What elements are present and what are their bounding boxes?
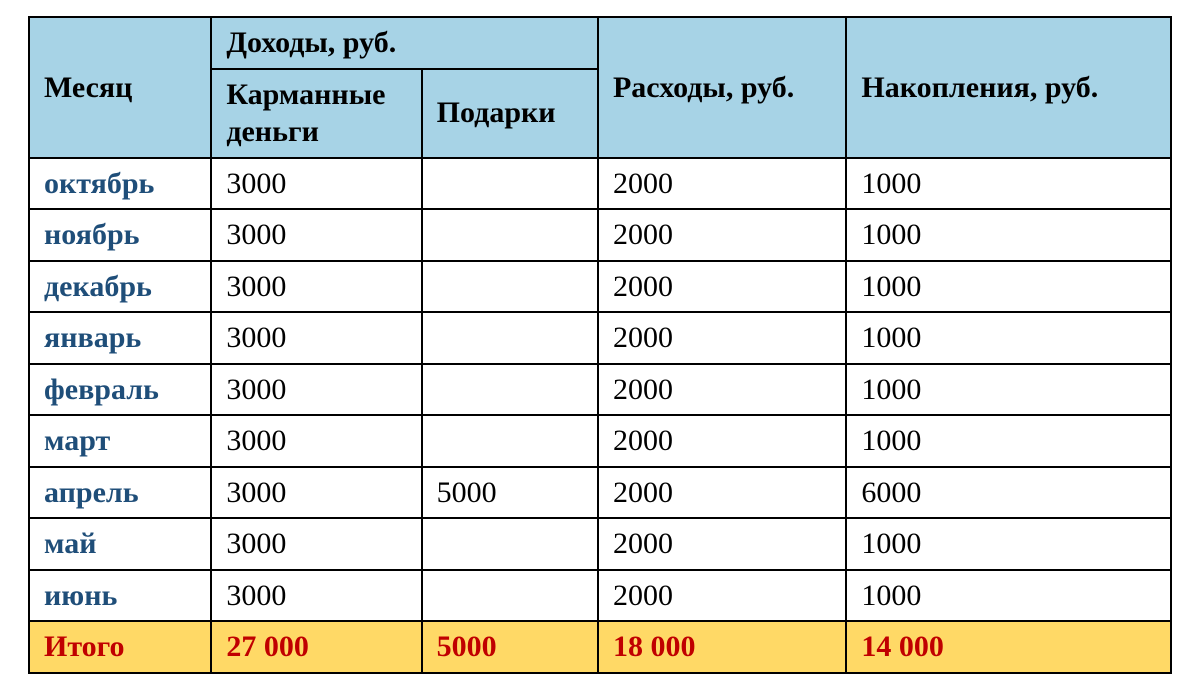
col-income-group: Доходы, руб. <box>211 17 598 69</box>
cell-month: февраль <box>29 364 211 416</box>
cell-gifts <box>422 415 598 467</box>
cell-expenses: 2000 <box>598 467 846 519</box>
cell-month: ноябрь <box>29 209 211 261</box>
cell-month: январь <box>29 312 211 364</box>
table-body: октябрь 3000 2000 1000 ноябрь 3000 2000 … <box>29 158 1171 673</box>
cell-month: май <box>29 518 211 570</box>
cell-savings: 1000 <box>846 158 1171 210</box>
cell-savings: 1000 <box>846 209 1171 261</box>
cell-savings: 1000 <box>846 570 1171 622</box>
col-gifts: Подарки <box>422 69 598 158</box>
cell-gifts <box>422 518 598 570</box>
total-gifts: 5000 <box>422 621 598 673</box>
table-header: Месяц Доходы, руб. Расходы, руб. Накопле… <box>29 17 1171 158</box>
cell-expenses: 2000 <box>598 415 846 467</box>
cell-expenses: 2000 <box>598 261 846 313</box>
cell-expenses: 2000 <box>598 312 846 364</box>
cell-gifts <box>422 570 598 622</box>
cell-pocket: 3000 <box>211 467 421 519</box>
total-pocket: 27 000 <box>211 621 421 673</box>
cell-expenses: 2000 <box>598 158 846 210</box>
table-row: март 3000 2000 1000 <box>29 415 1171 467</box>
col-month: Месяц <box>29 17 211 158</box>
cell-pocket: 3000 <box>211 364 421 416</box>
cell-expenses: 2000 <box>598 518 846 570</box>
table-row: май 3000 2000 1000 <box>29 518 1171 570</box>
table-row: июнь 3000 2000 1000 <box>29 570 1171 622</box>
cell-pocket: 3000 <box>211 158 421 210</box>
cell-gifts <box>422 364 598 416</box>
cell-savings: 1000 <box>846 415 1171 467</box>
col-expenses: Расходы, руб. <box>598 17 846 158</box>
total-expenses: 18 000 <box>598 621 846 673</box>
cell-savings: 1000 <box>846 312 1171 364</box>
total-label: Итого <box>29 621 211 673</box>
cell-savings: 6000 <box>846 467 1171 519</box>
cell-expenses: 2000 <box>598 209 846 261</box>
cell-month: октябрь <box>29 158 211 210</box>
table-row: январь 3000 2000 1000 <box>29 312 1171 364</box>
cell-expenses: 2000 <box>598 364 846 416</box>
table-row: апрель 3000 5000 2000 6000 <box>29 467 1171 519</box>
cell-gifts <box>422 312 598 364</box>
cell-gifts <box>422 209 598 261</box>
table-row: октябрь 3000 2000 1000 <box>29 158 1171 210</box>
cell-gifts <box>422 261 598 313</box>
cell-month: апрель <box>29 467 211 519</box>
cell-gifts <box>422 158 598 210</box>
cell-pocket: 3000 <box>211 261 421 313</box>
cell-month: март <box>29 415 211 467</box>
col-savings: Накопления, руб. <box>846 17 1171 158</box>
budget-table: Месяц Доходы, руб. Расходы, руб. Накопле… <box>28 16 1172 674</box>
cell-pocket: 3000 <box>211 570 421 622</box>
cell-pocket: 3000 <box>211 312 421 364</box>
total-savings: 14 000 <box>846 621 1171 673</box>
cell-month: декабрь <box>29 261 211 313</box>
col-pocket: Карманные деньги <box>211 69 421 158</box>
cell-gifts: 5000 <box>422 467 598 519</box>
cell-savings: 1000 <box>846 518 1171 570</box>
table-row: февраль 3000 2000 1000 <box>29 364 1171 416</box>
table-row: ноябрь 3000 2000 1000 <box>29 209 1171 261</box>
cell-savings: 1000 <box>846 261 1171 313</box>
cell-pocket: 3000 <box>211 518 421 570</box>
table-total-row: Итого 27 000 5000 18 000 14 000 <box>29 621 1171 673</box>
table-row: декабрь 3000 2000 1000 <box>29 261 1171 313</box>
cell-month: июнь <box>29 570 211 622</box>
cell-pocket: 3000 <box>211 415 421 467</box>
cell-savings: 1000 <box>846 364 1171 416</box>
cell-pocket: 3000 <box>211 209 421 261</box>
cell-expenses: 2000 <box>598 570 846 622</box>
